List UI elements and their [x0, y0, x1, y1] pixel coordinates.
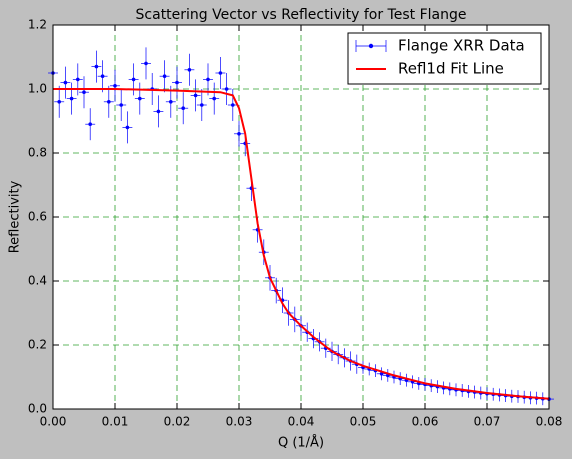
data-point: [175, 80, 179, 85]
x-tick-label: 0.08: [536, 415, 563, 429]
error-bar: [60, 66, 71, 99]
plot-frame: [52, 24, 550, 410]
data-point: [57, 100, 61, 104]
data-point: [94, 64, 99, 69]
data-point: [125, 125, 130, 130]
y-tick-label: 0.0: [28, 402, 47, 416]
x-tick-label: 0.06: [412, 415, 439, 429]
legend-swatch: [368, 43, 374, 49]
data-point: [144, 61, 148, 66]
error-bar: [196, 89, 207, 121]
legend-box: [347, 32, 542, 85]
y-tick-label: 0.8: [28, 146, 47, 160]
error-bar: [376, 367, 387, 381]
y-tick-label: 1.2: [28, 18, 47, 32]
error-bar: [215, 57, 226, 89]
data-point: [100, 74, 105, 78]
legend-label: Flange XRR Data: [398, 37, 525, 55]
error-bar: [184, 53, 195, 86]
data-point: [187, 68, 192, 72]
data-point: [76, 77, 80, 82]
data-point: [224, 87, 229, 91]
data-point: [231, 103, 235, 107]
error-bar: [172, 66, 182, 99]
x-tick-label: 0.03: [226, 415, 253, 429]
x-tick-label: 0.01: [102, 415, 129, 429]
error-bar: [122, 111, 133, 144]
error-bar: [66, 82, 77, 115]
chart-title: Scattering Vector vs Reflectivity for Te…: [136, 7, 467, 23]
data-point: [162, 74, 167, 78]
data-point: [88, 122, 92, 126]
data-point: [181, 106, 185, 110]
x-tick-label: 0.07: [474, 415, 501, 429]
data-point: [69, 96, 74, 101]
y-axis-label: Reflectivity: [8, 180, 23, 253]
data-point: [113, 84, 117, 88]
error-bar: [134, 82, 145, 115]
data-point: [63, 80, 68, 85]
error-bar: [221, 73, 232, 105]
x-tick-label: 0.00: [40, 415, 67, 429]
legend: Flange XRR Data Refl1d Fit Line: [347, 32, 542, 85]
x-tick-label: 0.05: [350, 415, 377, 429]
data-point: [200, 103, 204, 107]
data-point: [131, 77, 136, 82]
error-bar: [178, 92, 189, 125]
error-bar: [203, 63, 213, 96]
data-point: [212, 96, 216, 101]
data-point: [156, 109, 161, 114]
error-bar: [116, 89, 127, 121]
error-bar: [110, 69, 120, 102]
error-bar: [159, 60, 170, 93]
data-point: [82, 90, 86, 94]
error-bar: [153, 95, 164, 128]
data-point: [107, 100, 111, 104]
error-bar: [97, 60, 108, 93]
fit-line: [53, 88, 550, 400]
y-tick-label: 1.0: [28, 82, 47, 96]
error-bar: [72, 63, 83, 96]
data-point: [138, 96, 142, 101]
error-bar: [91, 50, 102, 83]
y-tick-label: 0.6: [28, 210, 47, 224]
data-point: [119, 103, 123, 107]
x-tick-label: 0.04: [288, 415, 315, 429]
y-tick-label: 0.4: [28, 274, 47, 288]
data-point: [218, 71, 223, 75]
data-point: [206, 77, 210, 82]
error-bar: [190, 79, 201, 112]
data-point: [379, 372, 384, 376]
error-bar: [234, 121, 244, 147]
error-bar: [54, 85, 65, 118]
data-point: [193, 93, 198, 98]
error-bar: [85, 108, 96, 141]
error-bar: [227, 89, 238, 121]
x-tick-label: 0.02: [164, 415, 191, 429]
error-bar: [209, 82, 220, 115]
error-bar: [79, 76, 89, 109]
x-axis-label: Q (1/Å): [278, 435, 324, 451]
legend-label: Refl1d Fit Line: [398, 60, 504, 78]
data-point: [237, 132, 241, 136]
error-bar: [103, 85, 114, 118]
data-point: [169, 100, 173, 104]
error-bar: [141, 47, 151, 80]
y-tick-label: 0.2: [28, 338, 47, 352]
